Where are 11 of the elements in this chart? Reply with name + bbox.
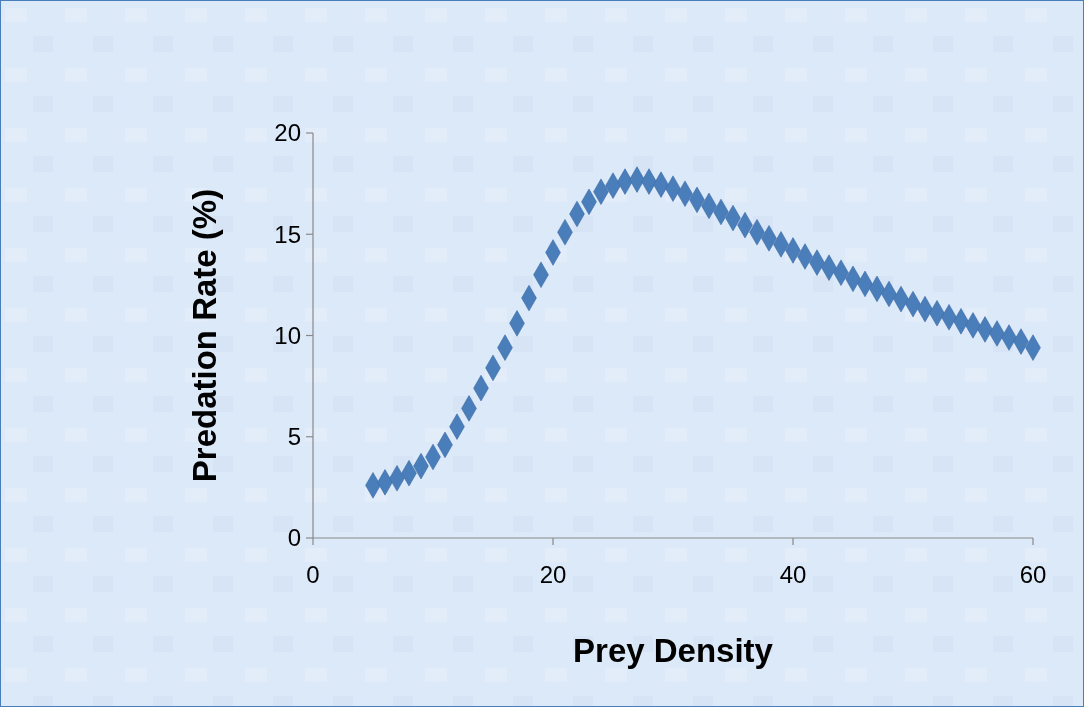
x-tick-label: 40 [779, 561, 807, 588]
y-axis-title: Predation Rate (%) [186, 188, 223, 483]
y-tick-label: 15 [274, 220, 301, 248]
x-tick-label: 0 [306, 561, 320, 588]
x-tick-label: 60 [1019, 561, 1047, 588]
x-axis-title: Prey Density [573, 632, 774, 669]
x-tick-label: 20 [539, 561, 567, 588]
y-tick-label: 5 [287, 423, 301, 451]
y-tick-label: 10 [274, 321, 301, 349]
y-tick-label: 0 [287, 524, 301, 552]
y-tick-label: 20 [274, 119, 301, 147]
